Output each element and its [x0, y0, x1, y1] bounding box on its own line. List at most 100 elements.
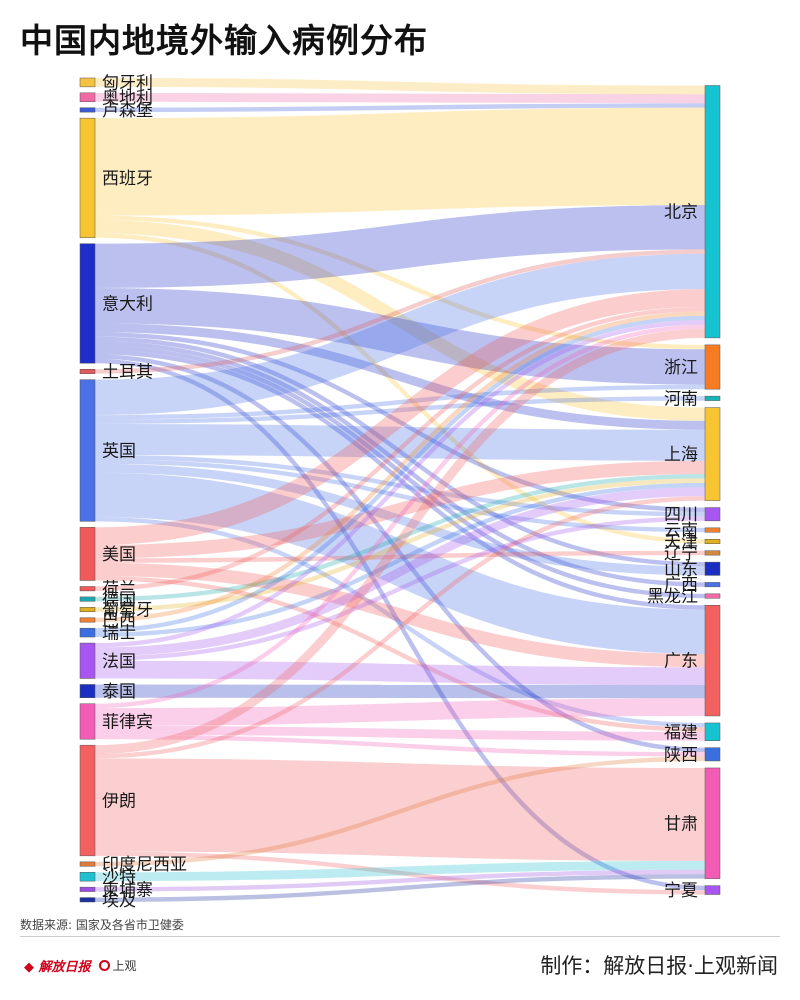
- sankey-link: [94, 874, 706, 902]
- target-node-label: 北京: [664, 203, 698, 223]
- sankey-link: [94, 341, 706, 587]
- source-node-label: 瑞士: [102, 624, 136, 644]
- target-node-label: 陕西: [664, 745, 698, 765]
- sankey-link: [94, 472, 706, 654]
- source-node: [79, 627, 96, 638]
- sankey-link: [94, 324, 706, 709]
- chart-title: 中国内地境外输入病例分布: [20, 21, 428, 60]
- target-node-label: 上海: [664, 445, 698, 465]
- sankey-link: [94, 860, 706, 882]
- sankey-link: [94, 219, 706, 421]
- sankey-link: [94, 660, 706, 685]
- sankey-link: [94, 454, 706, 517]
- target-node: [704, 885, 721, 895]
- sankey-links: [94, 78, 706, 902]
- source-node-label: 沙特: [102, 868, 136, 888]
- footer-divider: [20, 936, 780, 937]
- sankey-link: [94, 496, 706, 759]
- source-node-label: 意大利: [102, 294, 153, 314]
- source-node: [79, 617, 96, 623]
- target-node-label: 浙江: [664, 358, 698, 378]
- sankey-link: [94, 869, 706, 892]
- sankey-link: [94, 725, 706, 741]
- source-node-label: 泰国: [102, 682, 136, 702]
- target-node-label: 宁夏: [664, 881, 698, 901]
- sankey-link: [94, 332, 706, 512]
- sankey-link: [94, 320, 706, 648]
- target-node: [704, 527, 721, 533]
- target-node: [704, 582, 721, 588]
- publisher-logos: ◆ 解放日报 上观: [24, 956, 137, 975]
- sankey-link: [94, 358, 706, 891]
- target-node: [704, 539, 721, 544]
- sankey-link: [94, 215, 706, 350]
- target-node: [704, 407, 721, 501]
- sankey-link: [94, 253, 706, 416]
- source-node: [79, 703, 96, 740]
- credit-line: 制作：解放日报·上观新闻: [540, 954, 778, 978]
- sankey-link: [94, 233, 706, 544]
- sankey-link: [94, 384, 706, 420]
- source-node-label: 匈牙利: [102, 73, 153, 93]
- sankey-link: [94, 478, 706, 612]
- target-node-label: 天津: [664, 532, 698, 552]
- sankey-link: [94, 78, 706, 95]
- source-node-label: 西班牙: [102, 169, 153, 189]
- target-node: [704, 395, 721, 401]
- source-node-label: 埃及: [102, 891, 136, 911]
- source-node: [79, 886, 96, 892]
- source-node: [79, 117, 96, 238]
- source-node-label: 柬埔寨: [102, 880, 153, 900]
- source-node: [79, 368, 96, 374]
- target-node: [704, 747, 721, 762]
- target-node: [704, 593, 721, 599]
- target-node-label: 四川: [664, 505, 698, 525]
- target-node: [704, 605, 721, 717]
- sankey-link: [94, 349, 706, 610]
- source-node-label: 英国: [102, 442, 136, 462]
- sankey-link: [94, 423, 706, 461]
- source-node: [79, 684, 96, 698]
- sankey-link: [94, 562, 706, 668]
- sankey-link: [94, 323, 706, 430]
- source-node: [79, 607, 96, 613]
- sankey-link: [94, 315, 706, 633]
- target-node: [704, 507, 721, 522]
- source-node: [79, 243, 96, 364]
- sankey-link: [94, 354, 706, 753]
- source-node: [79, 92, 96, 102]
- sankey-link: [94, 205, 706, 288]
- sankey-link: [94, 516, 706, 661]
- target-node-label: 山东: [664, 560, 698, 580]
- sankey-link: [94, 463, 706, 576]
- target-node-label: 河南: [664, 389, 698, 409]
- target-node: [704, 561, 721, 576]
- sankey-link: [94, 336, 706, 567]
- target-node-label: 广西: [664, 576, 698, 596]
- data-source-note: 数据来源: 国家及各省市卫健委: [20, 918, 184, 932]
- shangguan-logo: 上观: [98, 957, 137, 974]
- jiefang-daily-logo: ◆ 解放日报: [24, 960, 91, 975]
- source-node: [79, 107, 96, 113]
- sankey-link: [94, 684, 706, 699]
- source-node-label: 巴西: [102, 611, 136, 631]
- target-node: [704, 722, 721, 741]
- source-node: [79, 744, 96, 857]
- sankey-link: [94, 734, 706, 757]
- sankey-link: [94, 550, 706, 563]
- target-node: [704, 85, 721, 339]
- sankey-link: [94, 473, 706, 602]
- sankey-link: [94, 851, 706, 895]
- sankey-labels: 匈牙利奥地利卢森堡西班牙意大利土耳其英国美国荷兰德国葡萄牙巴西瑞士法国泰国菲律宾…: [102, 73, 698, 910]
- target-node: [704, 550, 721, 556]
- target-node-label: 云南: [664, 521, 698, 541]
- source-node: [79, 861, 96, 867]
- source-node: [79, 527, 96, 581]
- source-node-label: 德国: [102, 590, 136, 610]
- source-node: [79, 872, 96, 882]
- source-node: [79, 596, 96, 602]
- target-node: [704, 344, 721, 390]
- sankey-link: [94, 249, 706, 374]
- source-node-label: 葡萄牙: [102, 601, 153, 621]
- sankey-link: [94, 306, 706, 591]
